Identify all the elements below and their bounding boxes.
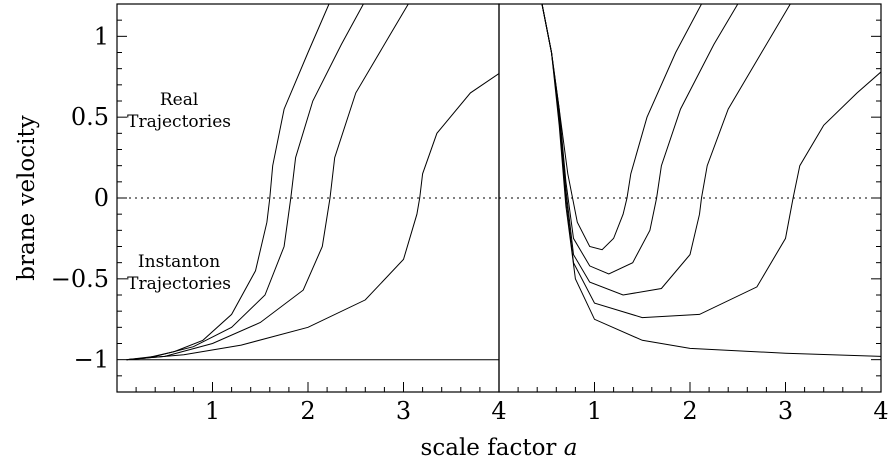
right-trajectory-4 — [541, 4, 881, 319]
left-x-tick-label: 2 — [300, 397, 315, 425]
left-x-tick-label: 1 — [205, 397, 220, 425]
right-trajectory-3 — [541, 4, 791, 296]
right-x-tick-label: 4 — [873, 397, 888, 425]
left-x-tick-label: 3 — [396, 397, 411, 425]
right-trajectory-5 — [541, 4, 881, 357]
annotation-instanton: Instanton Trajectories — [127, 252, 231, 294]
right-panel: 1 2 3 4 — [498, 3, 889, 425]
y-tick-label: −1 — [74, 346, 109, 374]
left-trajectory-4 — [126, 73, 499, 361]
left-trajectory-2 — [126, 4, 364, 361]
y-axis-title: brane velocity — [14, 115, 40, 280]
right-trajectory-2 — [541, 4, 739, 275]
y-tick-label: −0.5 — [51, 265, 109, 293]
right-x-tick-label: 3 — [778, 397, 793, 425]
left-trajectory-3 — [126, 4, 409, 361]
left-trajectory-1 — [126, 4, 330, 361]
right-trajectory-1 — [541, 4, 702, 251]
left-panel: 1 2 3 4 −1 −0.5 0 0.5 1 Real Trajectories Instanton… — [51, 3, 507, 425]
x-axis-title: scale factor a — [421, 435, 578, 461]
y-tick-label: 0.5 — [71, 103, 109, 131]
annotation-real: Real Trajectories — [127, 90, 231, 132]
y-tick-label: 0 — [94, 184, 109, 212]
right-x-tick-label: 1 — [587, 397, 602, 425]
y-tick-label: 1 — [94, 22, 109, 50]
right-x-tick-label: 2 — [682, 397, 697, 425]
left-x-tick-label: 4 — [491, 397, 506, 425]
